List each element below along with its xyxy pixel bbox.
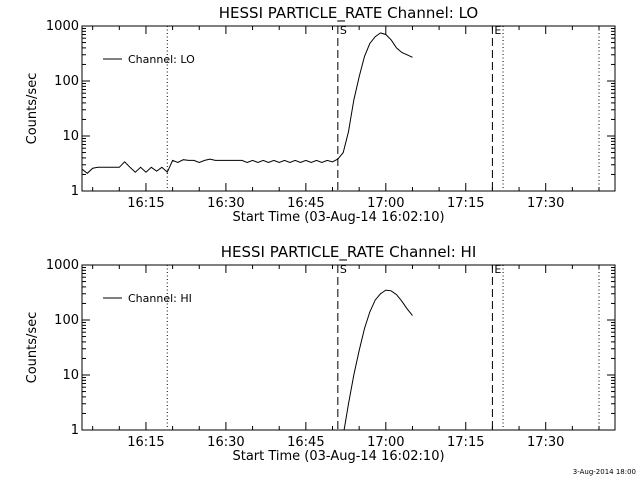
footer-timestamp: 3-Aug-2014 18:00 [573,468,636,476]
x-tick-label: 17:00 [367,196,404,211]
x-tick-label: 17:00 [367,435,404,450]
x-tick-label: 17:30 [527,435,564,450]
y-tick-label: 1000 [46,19,79,34]
y-axis-label: Counts/sec [25,312,40,384]
y-tick-label: 1 [71,423,79,438]
marker-label-s: S [340,24,347,37]
x-axis-label: Start Time (03-Aug-14 16:02:10) [232,210,444,225]
y-tick-label: 10 [62,129,79,144]
x-tick-label: 16:45 [287,435,324,450]
y-tick-label: 100 [54,313,79,328]
legend-label: Channel: LO [128,53,195,66]
y-axis-label: Counts/sec [25,73,40,145]
series-line-1 [82,32,413,174]
plot-frame [81,25,616,192]
y-tick-label: 1000 [46,258,79,273]
x-tick-label: 17:30 [527,196,564,211]
chart-panel-2: HESSI PARTICLE_RATE Channel: HI 1 10 100 100… [25,243,616,464]
chart-panel-1: HESSI PARTICLE_RATE Channel: LO 1 10 100 100… [25,4,616,225]
legend-label: Channel: HI [128,292,192,305]
marker-label-s: S [340,263,347,276]
chart-title: HESSI PARTICLE_RATE Channel: LO [219,4,478,23]
y-tick-label: 100 [54,74,79,89]
x-tick-label: 17:15 [447,196,484,211]
chart-title: HESSI PARTICLE_RATE Channel: HI [221,243,477,262]
x-tick-label: 16:45 [287,196,324,211]
x-tick-label: 16:30 [207,435,244,450]
series-line-1 [343,289,413,430]
x-tick-label: 16:15 [127,435,164,450]
y-tick-label: 1 [71,184,79,199]
marker-label-e: E [494,24,501,37]
y-tick-label: 10 [62,368,79,383]
x-tick-label: 16:30 [207,196,244,211]
x-tick-label: 17:15 [447,435,484,450]
plot-frame [81,264,616,431]
x-axis-label: Start Time (03-Aug-14 16:02:10) [232,449,444,464]
marker-label-e: E [494,263,501,276]
x-tick-label: 16:15 [127,196,164,211]
